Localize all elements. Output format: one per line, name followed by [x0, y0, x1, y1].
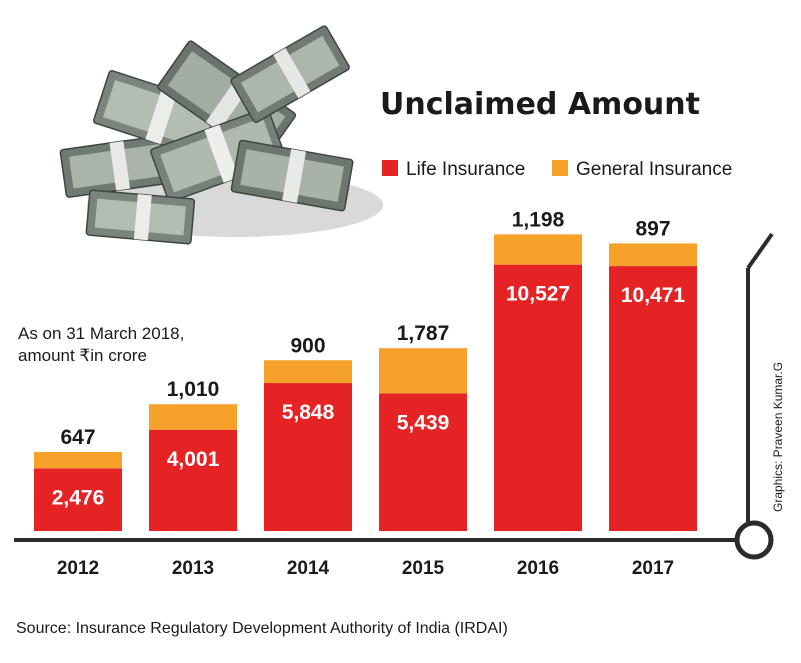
bars-group: 2,476 647 2012 4,001 1,010 2013 5,848 900 2014 5,…	[34, 208, 697, 579]
bar-general-2013	[149, 404, 237, 430]
bar-general-2012	[34, 451, 122, 469]
x-tick-2013: 2013	[172, 558, 214, 579]
x-tick-2017: 2017	[632, 558, 674, 579]
bar-general-2016	[494, 234, 582, 265]
bar-general-2015	[379, 348, 467, 394]
money-stack-illustration	[59, 25, 383, 245]
label-general-2012: 647	[60, 426, 95, 449]
x-tick-2012: 2012	[57, 558, 99, 579]
units-note-line2: amount ₹in crore	[18, 346, 147, 365]
axis-end-circle	[734, 520, 774, 560]
x-tick-2015: 2015	[402, 558, 445, 579]
bar-life-2012	[34, 468, 122, 531]
legend: Life Insurance General Insurance	[382, 159, 732, 180]
bar-general-2017	[609, 243, 697, 267]
axis-handle-tip	[746, 232, 774, 270]
legend-label-general: General Insurance	[576, 159, 732, 180]
label-life-2015: 5,439	[397, 411, 450, 434]
bar-life-2013	[149, 429, 237, 531]
source-note: Source: Insurance Regulatory Development…	[16, 620, 508, 637]
bar-life-2014	[264, 383, 352, 531]
label-general-2015: 1,787	[397, 322, 450, 345]
label-life-2012: 2,476	[52, 486, 105, 509]
label-general-2013: 1,010	[167, 378, 220, 401]
label-general-2016: 1,198	[512, 208, 565, 231]
label-life-2017: 10,471	[621, 284, 686, 307]
units-note-line1: As on 31 March 2018,	[18, 324, 184, 343]
label-life-2016: 10,527	[506, 283, 570, 306]
legend-swatch-general	[552, 160, 568, 176]
bar-life-2015	[379, 393, 467, 531]
label-life-2014: 5,848	[282, 401, 335, 424]
label-general-2014: 900	[290, 334, 325, 357]
x-tick-2014: 2014	[287, 558, 330, 579]
bar-life-2017	[609, 266, 697, 531]
legend-swatch-life	[382, 160, 398, 176]
x-tick-2016: 2016	[517, 558, 559, 579]
graphics-credit: Graphics: Praveen Kumar.G	[771, 362, 785, 512]
legend-label-life: Life Insurance	[406, 159, 525, 180]
bar-general-2014	[264, 360, 352, 384]
label-life-2013: 4,001	[167, 448, 220, 471]
chart-title: Unclaimed Amount	[380, 87, 700, 122]
label-general-2017: 897	[635, 217, 670, 240]
bar-life-2016	[494, 264, 582, 531]
